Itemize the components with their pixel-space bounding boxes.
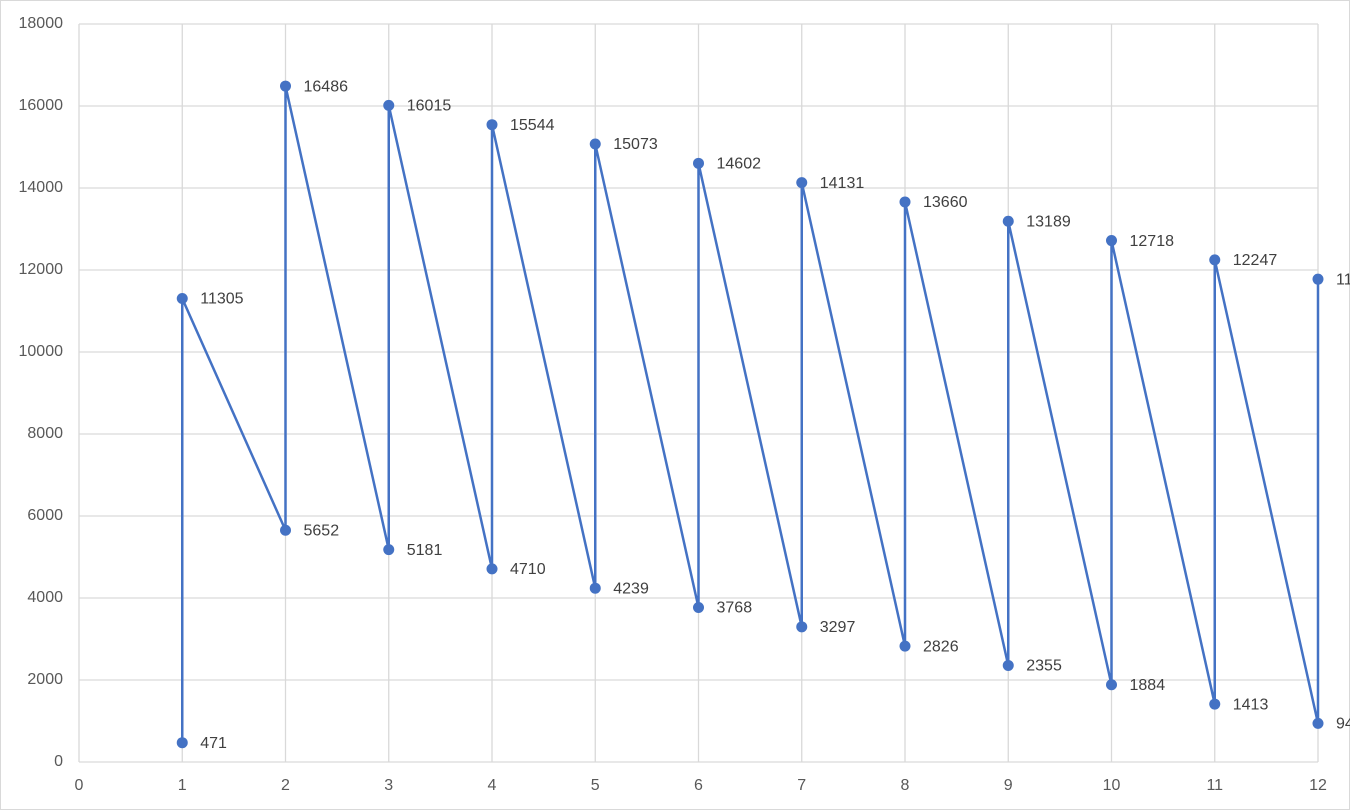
y-tick-label: 8000 — [27, 425, 63, 442]
point — [176, 737, 188, 749]
series-line — [181, 85, 1320, 743]
data-label: 12718 — [1130, 233, 1175, 250]
point — [899, 196, 911, 208]
point — [796, 177, 808, 189]
data-label: 3297 — [820, 619, 856, 636]
data-label: 1884 — [1130, 677, 1166, 694]
point — [1312, 273, 1324, 285]
x-tick-label: 2 — [281, 777, 290, 794]
data-label: 3768 — [717, 600, 753, 617]
point — [693, 157, 704, 169]
data-label: 5181 — [407, 542, 443, 559]
data-label: 14131 — [820, 175, 865, 192]
x-tick-label: 10 — [1103, 777, 1121, 794]
point — [589, 138, 601, 150]
y-tick-label: 2000 — [27, 671, 63, 688]
point — [1002, 215, 1014, 227]
data-label: 16015 — [407, 98, 452, 115]
point — [1106, 679, 1117, 691]
x-tick-label: 3 — [384, 777, 393, 794]
x-tick-label: 12 — [1309, 777, 1327, 794]
x-tick-label: 11 — [1206, 777, 1223, 794]
point — [383, 544, 395, 556]
y-tick-label: 4000 — [27, 589, 63, 606]
y-tick-label: 12000 — [19, 261, 64, 278]
data-label: 13660 — [923, 194, 968, 211]
data-label: 4239 — [613, 580, 649, 597]
data-label: 2355 — [1026, 658, 1062, 675]
x-tick-label: 7 — [797, 777, 806, 794]
y-tick-label: 0 — [54, 753, 63, 770]
data-label: 15073 — [613, 136, 658, 153]
x-tick-label: 8 — [901, 777, 910, 794]
x-tick-label: 9 — [1004, 777, 1013, 794]
point — [280, 80, 291, 92]
data-label: 2826 — [923, 638, 959, 655]
point — [280, 524, 291, 536]
point — [176, 292, 188, 304]
point — [486, 119, 498, 131]
point — [1106, 235, 1117, 247]
data-label: 11305 — [200, 291, 243, 308]
y-tick-label: 10000 — [19, 343, 64, 360]
y-tick-label: 18000 — [19, 15, 64, 32]
point — [589, 582, 601, 594]
x-tick-label: 1 — [178, 777, 187, 794]
data-label: 15544 — [510, 117, 555, 134]
data-label: 4710 — [510, 561, 546, 578]
data-label: 5652 — [304, 522, 340, 539]
point — [383, 99, 395, 111]
point — [1209, 698, 1221, 710]
point — [693, 602, 704, 614]
point — [486, 563, 498, 575]
data-label: 14602 — [717, 156, 762, 173]
y-tick-label: 16000 — [19, 97, 64, 114]
point — [1209, 254, 1221, 266]
point — [1002, 659, 1014, 671]
x-tick-label: 0 — [75, 777, 84, 794]
data-label: 11776 — [1336, 271, 1350, 288]
data-label: 1413 — [1233, 696, 1269, 713]
point — [899, 640, 911, 652]
point — [796, 621, 808, 633]
data-label: 12247 — [1233, 252, 1278, 269]
data-label: 13189 — [1026, 213, 1071, 230]
x-tick-label: 5 — [591, 777, 600, 794]
x-tick-label: 4 — [488, 777, 497, 794]
y-tick-label: 14000 — [19, 179, 64, 196]
y-tick-label: 6000 — [27, 507, 63, 524]
data-label: 942 — [1336, 716, 1350, 733]
x-tick-label: 6 — [694, 777, 703, 794]
data-label: 16486 — [304, 78, 349, 95]
data-label: 471 — [200, 735, 227, 752]
point — [1312, 717, 1324, 729]
